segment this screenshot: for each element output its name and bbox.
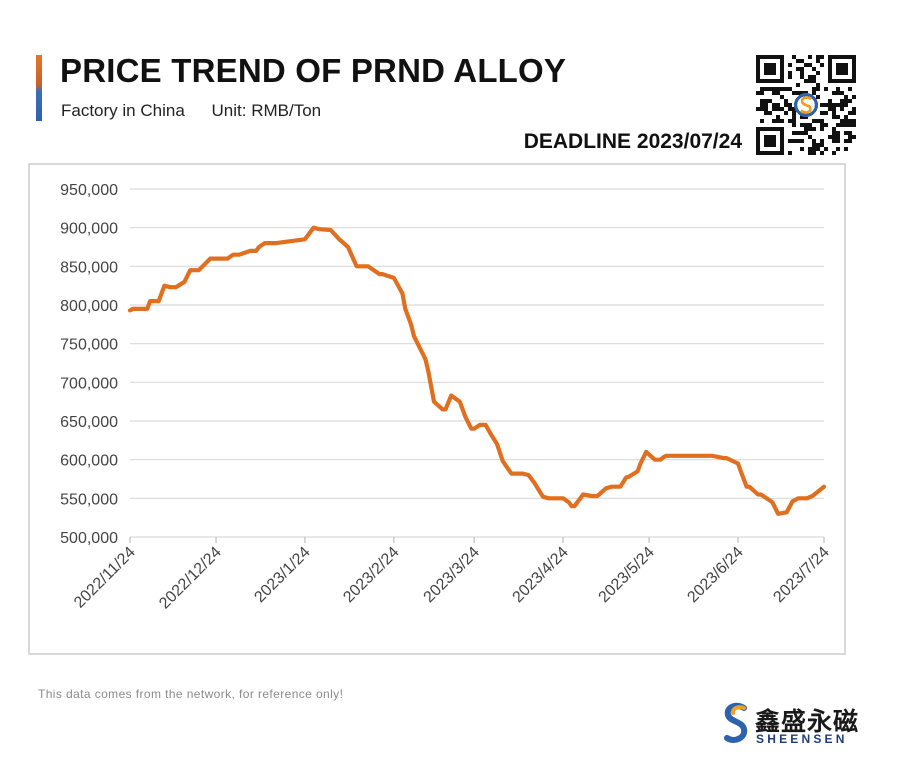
x-tick-label: 2023/7/24 — [770, 544, 832, 606]
y-tick-label: 800,000 — [60, 298, 118, 315]
y-tick-label: 600,000 — [60, 453, 118, 470]
y-tick-label: 850,000 — [60, 259, 118, 276]
brand-block: 鑫盛永磁 SHEENSEN — [722, 702, 862, 748]
sheensen-logo-icon — [724, 702, 748, 743]
y-tick-label: 650,000 — [60, 414, 118, 431]
y-tick-label: 900,000 — [60, 221, 118, 238]
y-tick-label: 550,000 — [60, 491, 118, 508]
unit-label: Unit: RMB/Ton — [211, 101, 322, 120]
y-tick-label: 500,000 — [60, 530, 118, 547]
qr-code-icon — [756, 55, 856, 155]
footnote: This data comes from the network, for re… — [38, 687, 344, 701]
x-tick-label: 2023/6/24 — [684, 544, 746, 606]
factory-label: Factory in China — [61, 101, 185, 120]
chart-subtitle: Factory in China Unit: RMB/Ton — [61, 101, 321, 121]
chart-title: PRICE TREND OF PRND ALLOY — [60, 52, 567, 89]
x-tick-label: 2023/1/24 — [251, 544, 313, 606]
price-line-chart: 500,000 550,000 600,000 650,000 700,000 750,0… — [60, 182, 833, 613]
x-tick-label: 2023/2/24 — [340, 544, 402, 606]
y-tick-label: 750,000 — [60, 337, 118, 354]
y-tick-label: 700,000 — [60, 375, 118, 392]
price-series-line — [127, 225, 827, 516]
deadline-label: DEADLINE 2023/07/24 — [523, 130, 742, 153]
brand-name-cn: 鑫盛永磁 — [755, 708, 860, 736]
brand-name-en: SHEENSEN — [756, 732, 848, 746]
x-tick-label: 2022/11/24 — [71, 544, 139, 612]
title-accent-bar — [36, 55, 42, 121]
y-tick-label: 950,000 — [60, 182, 118, 199]
chart-frame: 500,000 550,000 600,000 650,000 700,000 750,0… — [28, 163, 846, 655]
x-tick-label: 2023/5/24 — [596, 544, 658, 606]
x-tick-label: 2022/12/24 — [156, 544, 225, 613]
x-tick-label: 2023/3/24 — [421, 544, 483, 606]
x-tick-label: 2023/4/24 — [510, 544, 572, 606]
